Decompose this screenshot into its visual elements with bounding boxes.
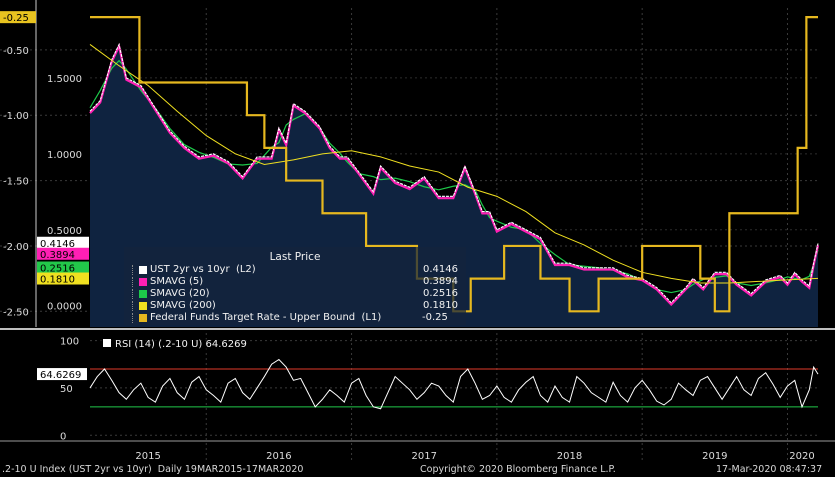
- legend-item: UST 2yr vs 10yr (L2) 0.4146: [132, 264, 458, 276]
- rsi-line: [89, 358, 819, 410]
- legend-label: UST 2yr vs 10yr (L2): [150, 264, 256, 275]
- axis-tick-label: 1.0000: [47, 150, 82, 161]
- legend-swatch: [139, 278, 147, 286]
- marker-label: 0.3894: [40, 250, 75, 261]
- legend-value: 0.2516: [423, 288, 458, 299]
- axis-tick-label: -2.50: [3, 307, 29, 318]
- legend-swatch: [139, 302, 147, 310]
- rsi-tick-label: 100: [60, 337, 79, 348]
- x-tick-label: 2020: [789, 451, 814, 462]
- chart-legend: Last Price UST 2yr vs 10yr (L2) 0.4146 S…: [124, 247, 466, 325]
- legend-value: 0.1810: [423, 300, 458, 311]
- footer-timestamp: 17-Mar-2020 08:47:37: [716, 464, 823, 475]
- marker-badge: [37, 247, 89, 260]
- rsi-tick-label: 50: [60, 384, 73, 395]
- legend-label: SMAVG (20): [150, 288, 210, 299]
- legend-swatch: [139, 290, 147, 298]
- x-tick-label: 2016: [266, 451, 291, 462]
- rsi-legend-label: RSI (14) (.2-10 U) 64.6269: [115, 339, 247, 350]
- marker-badge: [37, 261, 89, 274]
- legend-label: Federal Funds Target Rate - Upper Bound …: [150, 312, 382, 323]
- fed-funds-step-line: [90, 16, 818, 313]
- legend-item: Federal Funds Target Rate - Upper Bound …: [132, 312, 458, 324]
- legend-value: 0.3894: [423, 276, 458, 287]
- legend-handle-icon[interactable]: [132, 313, 136, 323]
- left-axis-fed-funds: -0.50 -1.00 -1.50 -2.00 -2.50: [3, 46, 29, 318]
- axis-tick-label: 1.5000: [47, 74, 82, 85]
- marker-badge: [0, 11, 36, 24]
- legend-handle-icon[interactable]: [132, 301, 136, 311]
- axis-tick-label: -1.00: [3, 111, 29, 122]
- x-tick-label: 2015: [135, 451, 160, 462]
- legend-title: Last Price: [269, 251, 321, 263]
- spread-line: [89, 42, 819, 304]
- axis-tick-label: -0.50: [3, 46, 29, 57]
- x-tick-label: 2018: [557, 451, 582, 462]
- rsi-series: [89, 358, 819, 410]
- axis-tick-label: -1.50: [3, 177, 29, 188]
- legend-swatch: [139, 314, 147, 322]
- legend-label: SMAVG (5): [150, 276, 204, 287]
- sma5-line: [89, 42, 820, 307]
- legend-value: 0.4146: [423, 264, 458, 275]
- legend-item: SMAVG (20) 0.2516: [132, 288, 458, 300]
- legend-handle-icon[interactable]: [132, 289, 136, 299]
- footer-bar: .2-10 U Index (UST 2yr vs 10yr) Daily 19…: [0, 464, 835, 477]
- legend-item: SMAVG (5) 0.3894: [132, 276, 458, 288]
- x-axis: 2015 2016 2017 2018 2019 2020: [135, 451, 814, 462]
- legend-value: -0.25: [422, 312, 448, 323]
- x-tick-label: 2017: [411, 451, 436, 462]
- rsi-axis: 100 50 0 64.6269: [37, 337, 87, 442]
- rsi-legend: RSI (14) (.2-10 U) 64.6269: [100, 339, 250, 350]
- footer-copyright: Copyright© 2020 Bloomberg Finance L.P.: [420, 464, 616, 475]
- marker-badge: [37, 272, 89, 285]
- legend-handle-icon[interactable]: [132, 277, 136, 287]
- axis-tick-label: 0.5000: [47, 226, 82, 237]
- x-tick-label: 2019: [702, 451, 727, 462]
- fed-funds-line: [90, 16, 818, 313]
- axis-tick-label: 0.0000: [47, 302, 82, 313]
- rsi-tick-label: 0: [60, 431, 66, 442]
- sma-series: [89, 44, 819, 284]
- axis-tick-label: -2.00: [3, 242, 29, 253]
- legend-label: SMAVG (200): [150, 300, 216, 311]
- legend-handle-icon[interactable]: [132, 265, 136, 275]
- marker-badge: [37, 236, 89, 249]
- rsi-swatch: [103, 339, 111, 347]
- legend-item: SMAVG (200) 0.1810: [132, 300, 458, 312]
- rsi-marker-label: 64.6269: [40, 370, 81, 381]
- left-axis-spread: 1.5000 1.0000 0.5000 0.0000: [47, 74, 82, 313]
- legend-swatch: [139, 266, 147, 274]
- footer-security: .2-10 U Index (UST 2yr vs 10yr) Daily 19…: [2, 464, 304, 475]
- marker-label: -0.25: [3, 13, 29, 24]
- marker-label: 0.4146: [40, 239, 75, 250]
- sma20-line: [89, 59, 819, 294]
- sma200-line: [89, 44, 819, 284]
- rsi-marker-badge: [37, 368, 87, 381]
- marker-label: 0.2516: [40, 264, 75, 275]
- marker-label: 0.1810: [40, 275, 75, 286]
